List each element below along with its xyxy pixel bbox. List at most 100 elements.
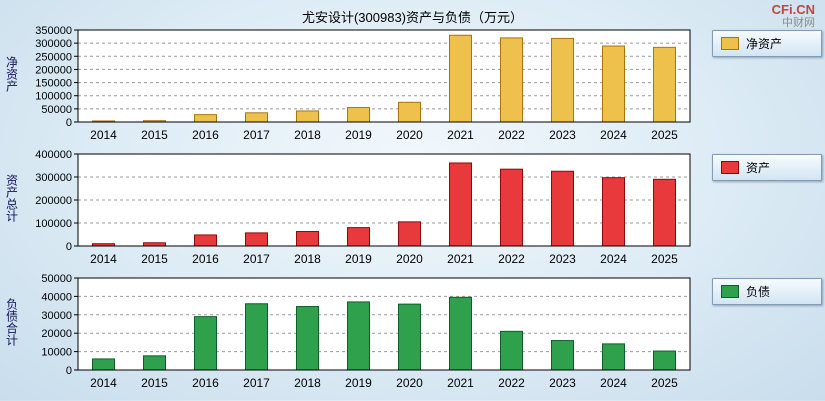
bar-2016 — [194, 234, 217, 247]
bar-2024 — [602, 343, 625, 371]
total-assets-legend-swatch — [721, 161, 739, 174]
liabilities-chart-row: 负债合计 0 10000 20000 30000 40000 50000 2014 2015 2… — [4, 272, 825, 396]
x-tick-label: 2014 — [90, 128, 117, 142]
net-assets-chart: 0 50000 100000 150000 200000 250000 300000 3500… — [20, 24, 696, 148]
x-tick-label: 2025 — [651, 376, 678, 390]
bar-2020 — [398, 221, 421, 247]
bar-2021 — [449, 34, 472, 123]
x-tick-label: 2018 — [294, 128, 321, 142]
bar-2017 — [245, 303, 268, 371]
liabilities-legend-swatch — [721, 285, 739, 298]
x-tick-label: 2016 — [192, 376, 219, 390]
x-tick-label: 2014 — [90, 376, 117, 390]
net-assets-axis-label: 净资产 — [4, 56, 19, 92]
bar-2018 — [296, 110, 319, 123]
y-tick-label: 150000 — [35, 78, 72, 90]
bar-2021 — [449, 162, 472, 247]
bar-2025 — [653, 46, 676, 123]
bar-2025 — [653, 178, 676, 247]
watermark-subtitle: 中财网 — [782, 17, 815, 30]
y-tick-label: 400000 — [35, 149, 72, 161]
y-tick-label: 300000 — [35, 172, 72, 184]
y-tick-label: 0 — [66, 365, 72, 377]
watermark: CFi.CN 中财网 — [771, 2, 815, 30]
total-assets-legend: 资产 — [712, 154, 822, 181]
x-tick-label: 2017 — [243, 128, 270, 142]
y-tick-label: 200000 — [35, 64, 72, 76]
x-tick-label: 2022 — [498, 128, 525, 142]
x-tick-label: 2017 — [243, 252, 270, 266]
x-tick-label: 2015 — [141, 128, 168, 142]
x-tick-label: 2015 — [141, 376, 168, 390]
bar-2019 — [347, 227, 370, 247]
x-tick-label: 2022 — [498, 376, 525, 390]
watermark-logo: CFi.CN — [771, 2, 815, 17]
y-tick-label: 350000 — [35, 25, 72, 37]
x-tick-label: 2023 — [549, 128, 576, 142]
total-assets-chart: 0 100000 200000 300000 400000 2014 2015 2016 201… — [20, 148, 696, 272]
bar-2024 — [602, 45, 625, 123]
x-tick-label: 2021 — [447, 128, 474, 142]
x-tick-label: 2024 — [600, 128, 627, 142]
bar-2014 — [92, 358, 115, 371]
x-tick-label: 2024 — [600, 376, 627, 390]
liabilities-legend-label: 负债 — [746, 285, 771, 299]
bar-2016 — [194, 316, 217, 371]
bar-2019 — [347, 107, 370, 123]
bar-2017 — [245, 232, 268, 247]
x-tick-label: 2023 — [549, 252, 576, 266]
x-tick-label: 2021 — [447, 376, 474, 390]
x-tick-label: 2019 — [345, 376, 372, 390]
chart-svg: 0 10000 20000 30000 40000 50000 2014 2015 2016 20… — [41, 273, 691, 390]
net-assets-legend-swatch — [721, 37, 739, 50]
total-assets-axis-label: 资产总计 — [4, 174, 19, 222]
x-tick-label: 2018 — [294, 252, 321, 266]
y-tick-label: 10000 — [41, 347, 72, 359]
liabilities-axis-label: 负债合计 — [4, 298, 19, 346]
x-tick-label: 2019 — [345, 252, 372, 266]
x-tick-label: 2020 — [396, 128, 423, 142]
total-assets-legend-label: 资产 — [746, 161, 771, 175]
bar-2018 — [296, 306, 319, 371]
x-tick-label: 2020 — [396, 252, 423, 266]
y-tick-label: 200000 — [35, 195, 72, 207]
y-tick-label: 250000 — [35, 51, 72, 63]
total-assets-chart-row: 资产总计 0 100000 200000 300000 400000 2014 2015 20… — [4, 148, 825, 272]
x-tick-label: 2020 — [396, 376, 423, 390]
y-tick-label: 20000 — [41, 328, 72, 340]
x-tick-label: 2025 — [651, 128, 678, 142]
x-tick-label: 2016 — [192, 252, 219, 266]
liabilities-legend: 负债 — [712, 278, 822, 305]
y-tick-label: 40000 — [41, 291, 72, 303]
bar-2016 — [194, 114, 217, 123]
liabilities-chart: 0 10000 20000 30000 40000 50000 2014 2015 2016 20… — [20, 272, 696, 396]
x-tick-label: 2014 — [90, 252, 117, 266]
bar-2015 — [143, 355, 166, 371]
bar-2023 — [551, 340, 574, 371]
bar-2023 — [551, 170, 574, 247]
x-tick-label: 2018 — [294, 376, 321, 390]
y-tick-label: 50000 — [41, 273, 72, 285]
net-assets-legend-label: 净资产 — [746, 37, 783, 51]
bar-2023 — [551, 37, 574, 123]
net-assets-legend: 净资产 — [712, 30, 822, 57]
bar-2022 — [500, 168, 523, 247]
x-tick-label: 2025 — [651, 252, 678, 266]
y-tick-label: 100000 — [35, 218, 72, 230]
y-tick-label: 300000 — [35, 38, 72, 50]
x-tick-label: 2016 — [192, 128, 219, 142]
y-tick-label: 100000 — [35, 91, 72, 103]
net-assets-chart-row: 净资产 0 50000 100000 150000 200000 250000 300000… — [4, 24, 825, 148]
bar-2020 — [398, 101, 421, 123]
bar-2024 — [602, 177, 625, 247]
x-tick-label: 2019 — [345, 128, 372, 142]
bar-2021 — [449, 296, 472, 371]
bar-2019 — [347, 301, 370, 371]
y-tick-label: 0 — [66, 117, 72, 129]
y-tick-label: 30000 — [41, 310, 72, 322]
x-tick-label: 2023 — [549, 376, 576, 390]
x-tick-label: 2017 — [243, 376, 270, 390]
x-tick-label: 2015 — [141, 252, 168, 266]
x-tick-label: 2022 — [498, 252, 525, 266]
